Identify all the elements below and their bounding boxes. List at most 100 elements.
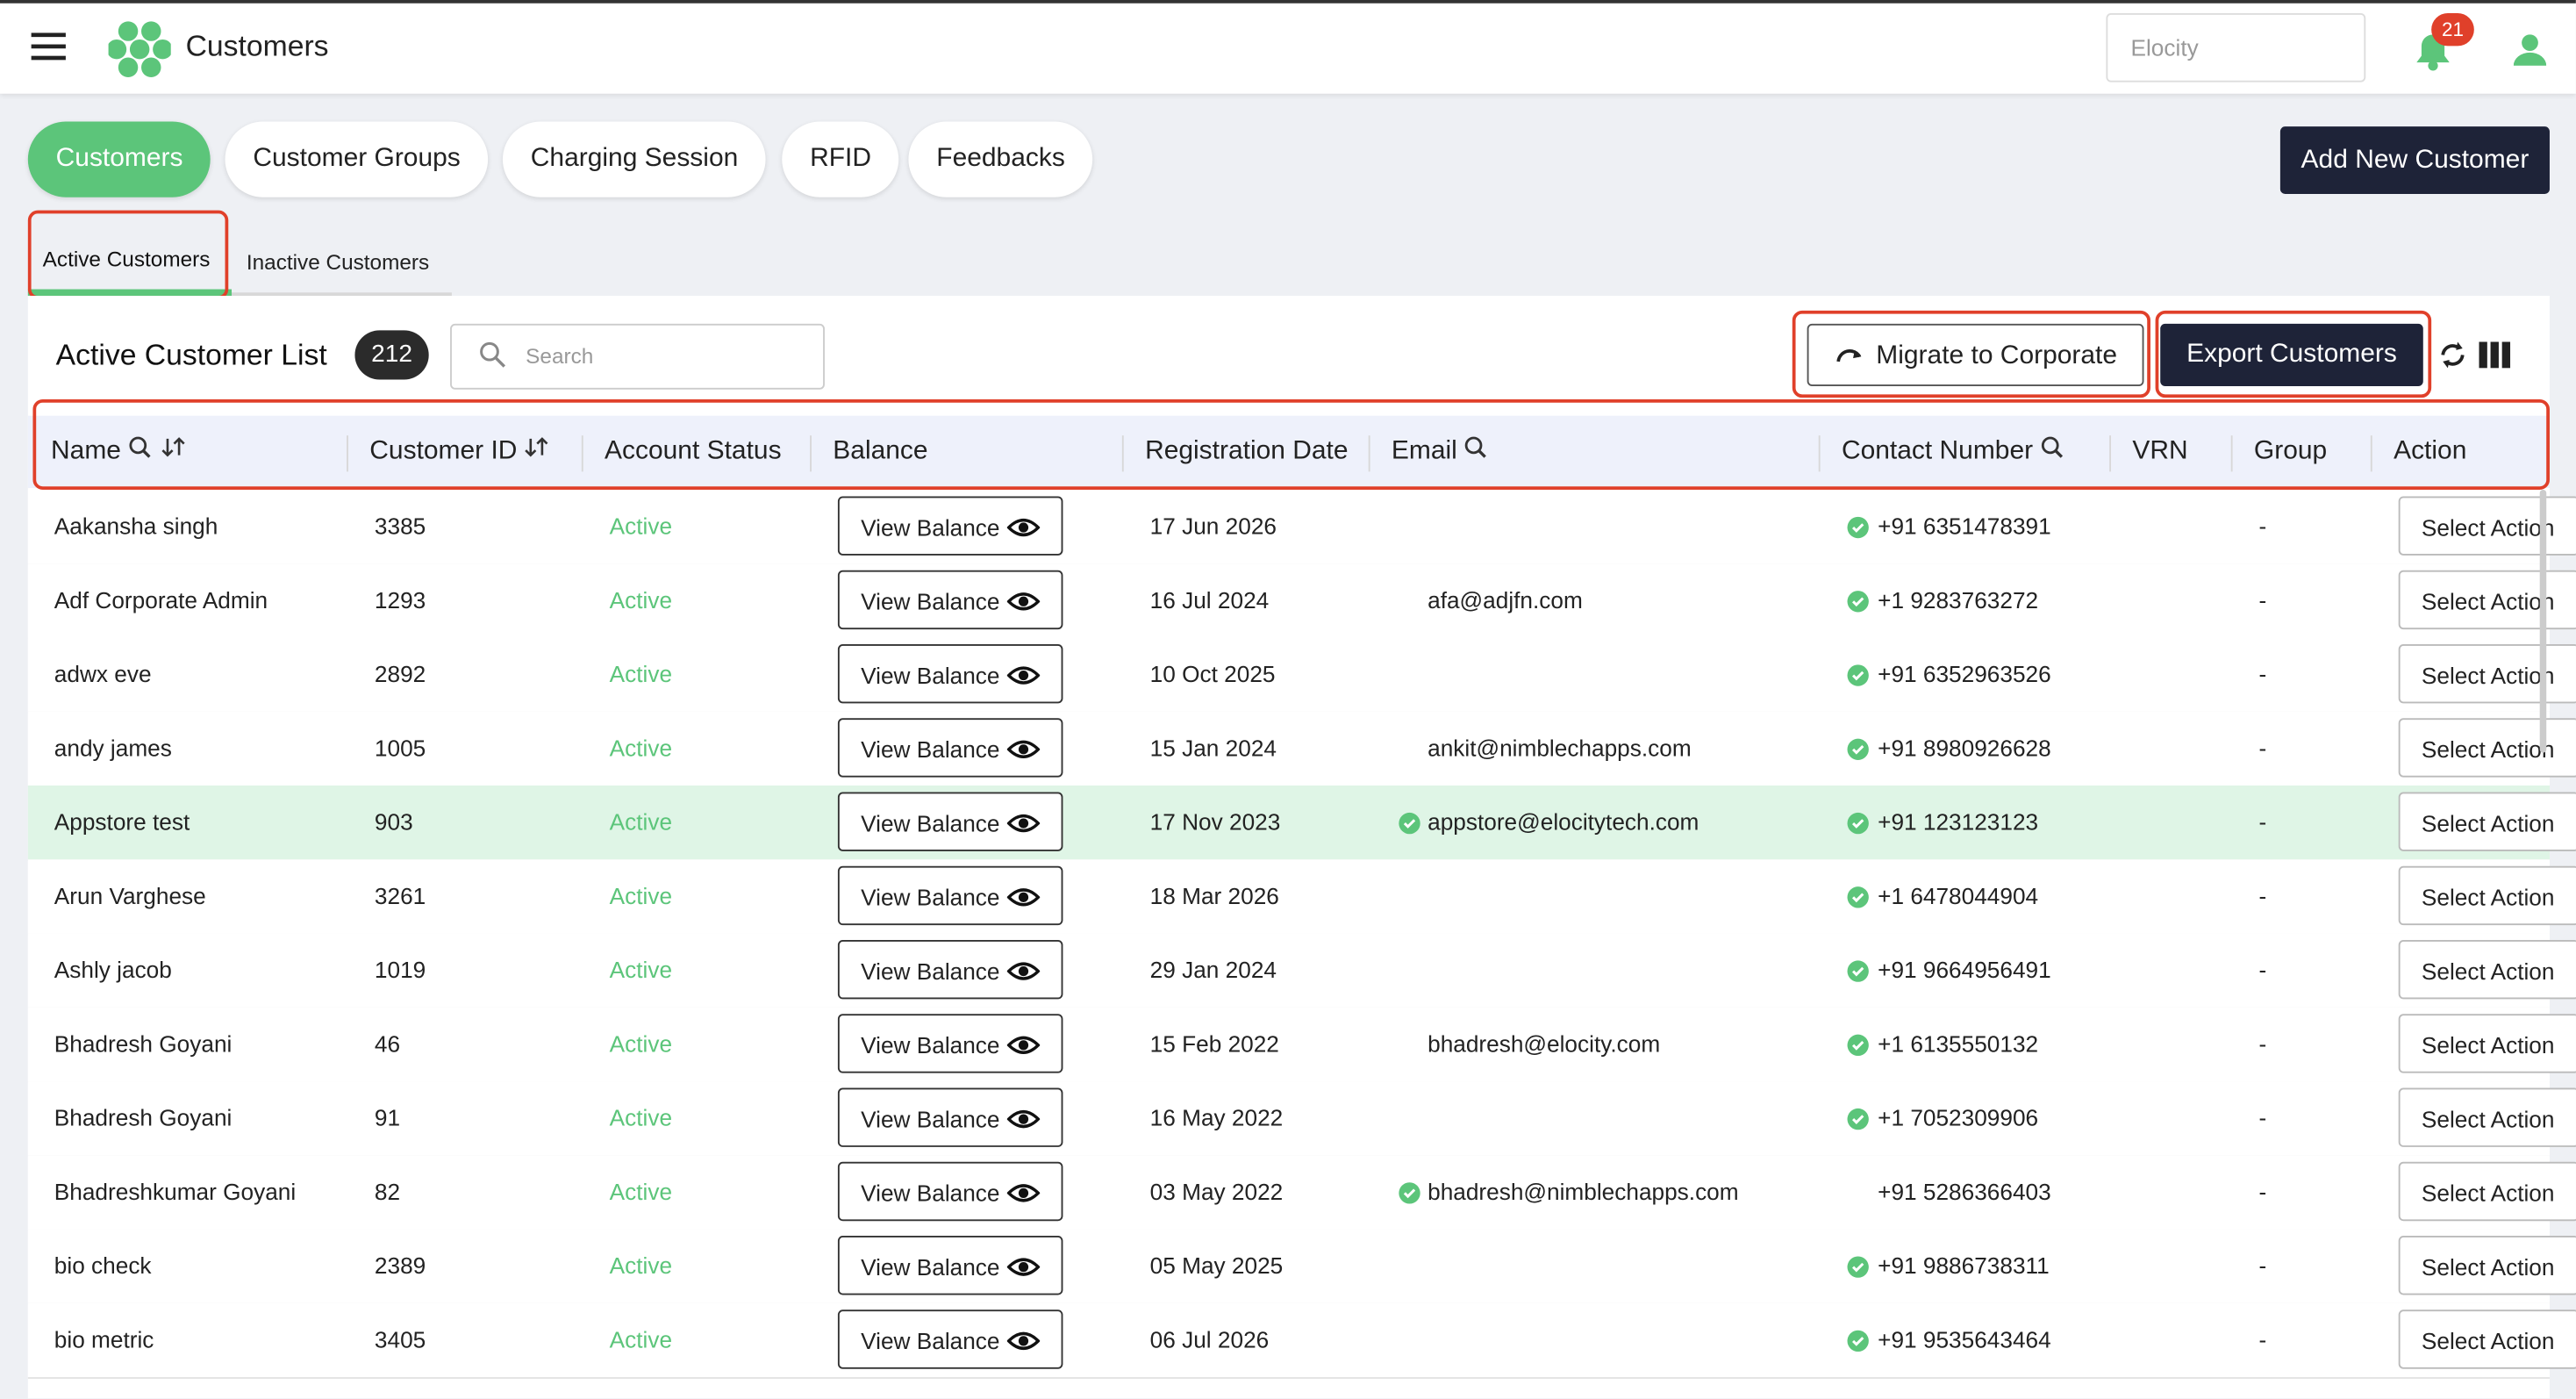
view-balance-button[interactable]: View Balance (837, 1161, 1063, 1222)
select-action-button[interactable]: Select Action (2398, 865, 2576, 926)
customer-name[interactable]: bio metric (54, 1326, 154, 1352)
column-label: Balance (833, 437, 928, 465)
account-status: Active (609, 734, 673, 761)
view-balance-button[interactable]: View Balance (837, 865, 1063, 926)
group: - (2258, 586, 2267, 613)
select-action-button[interactable]: Select Action (2398, 940, 2576, 1000)
select-action-button[interactable]: Select Action (2398, 496, 2576, 556)
registration-date: 10 Oct 2025 (1149, 660, 1276, 687)
view-balance-button[interactable]: View Balance (837, 940, 1063, 1000)
registration-date: 06 Jul 2026 (1149, 1326, 1270, 1352)
customer-name[interactable]: Adf Corporate Admin (54, 586, 268, 613)
customer-name[interactable]: andy james (54, 734, 172, 761)
button-label: View Balance (861, 810, 1000, 837)
filter-icon[interactable] (2040, 435, 2066, 458)
select-action-button[interactable]: Select Action (2398, 792, 2576, 851)
verified-icon (1847, 1330, 1869, 1352)
column-separator (347, 435, 348, 472)
tab[interactable]: RFID (782, 121, 899, 197)
verified-icon (1847, 812, 1869, 835)
customer-name[interactable]: Appstore test (54, 808, 190, 836)
view-balance-button[interactable]: View Balance (837, 1087, 1063, 1147)
subtab[interactable]: Active Customers (42, 246, 211, 271)
scrollbar (2539, 489, 2547, 753)
contact-number: +91 9886738311 (1878, 1252, 2050, 1279)
registration-date: 05 May 2025 (1149, 1252, 1284, 1279)
customer-name[interactable]: Bhadreshkumar Goyani (54, 1178, 297, 1205)
tab[interactable]: Charging Session (502, 121, 767, 197)
view-balance-button[interactable]: View Balance (837, 570, 1063, 630)
contact-number: +91 9535643464 (1878, 1326, 2051, 1352)
registration-date: 17 Jun 2026 (1149, 513, 1277, 540)
org-search[interactable]: Elocity (2106, 12, 2366, 83)
sort-icon[interactable] (161, 435, 187, 458)
customer-name[interactable]: Arun Varghese (54, 882, 206, 909)
user-icon[interactable] (2513, 32, 2547, 66)
view-balance-button[interactable]: View Balance (837, 792, 1063, 851)
customer-name[interactable]: Ashly jacob (54, 956, 172, 983)
account-status: Active (609, 1178, 673, 1205)
view-balance-button[interactable]: View Balance (837, 1236, 1063, 1295)
customer-id: 46 (374, 1030, 401, 1057)
select-action-button[interactable]: Select Action (2398, 718, 2576, 778)
top-bar: Customers Elocity 21 (0, 0, 2576, 94)
select-action-button[interactable]: Select Action (2398, 1014, 2576, 1073)
filter-icon[interactable] (1463, 435, 1490, 458)
button-label: View Balance (861, 514, 1000, 542)
customer-name[interactable]: Aakansha singh (54, 513, 218, 540)
column-header: Group (2254, 416, 2327, 488)
filter-icon[interactable] (127, 435, 154, 458)
select-action-button[interactable]: Select Action (2398, 1161, 2576, 1222)
view-balance-button[interactable]: View Balance (837, 1014, 1063, 1073)
column-label: Contact Number (1841, 437, 2034, 465)
sort-icon[interactable] (524, 435, 550, 458)
notification-badge: 21 (2431, 12, 2474, 47)
add-customer-button[interactable]: Add New Customer (2279, 126, 2550, 194)
registration-date: 15 Feb 2022 (1149, 1030, 1279, 1057)
column-header: VRN (2132, 416, 2187, 488)
refresh-icon[interactable] (2436, 337, 2469, 373)
account-status: Active (609, 513, 673, 540)
select-action-button[interactable]: Select Action (2398, 1309, 2576, 1369)
email: appstore@elocitytech.com (1428, 808, 1699, 836)
view-balance-button[interactable]: View Balance (837, 718, 1063, 778)
eye-icon (1006, 1258, 1041, 1276)
search-icon (480, 341, 506, 368)
group: - (2258, 1178, 2267, 1205)
account-status: Active (609, 660, 673, 687)
customer-name[interactable]: adwx eve (54, 660, 152, 687)
select-action-button[interactable]: Select Action (2398, 1236, 2576, 1295)
table-row: bio metric 3405 Active View Balance 06 Jul 2… (27, 1302, 2576, 1379)
view-balance-button[interactable]: View Balance (837, 643, 1063, 704)
column-separator (1818, 435, 1821, 472)
tab[interactable]: Customer Groups (225, 121, 489, 197)
verified-icon (1847, 664, 1869, 686)
view-balance-button[interactable]: View Balance (837, 1309, 1063, 1369)
button-label: View Balance (861, 735, 1000, 763)
customer-name[interactable]: bio check (54, 1252, 152, 1279)
search-box[interactable]: Search (450, 323, 825, 390)
group: - (2258, 1252, 2267, 1279)
account-status: Active (609, 1104, 673, 1131)
highlight-box (1792, 310, 2150, 398)
view-balance-button[interactable]: View Balance (837, 496, 1063, 556)
customer-id: 3405 (374, 1326, 426, 1352)
table-row: andy james 1005 Active View Balance 15 Jan 2… (27, 711, 2576, 787)
select-action-button[interactable]: Select Action (2398, 643, 2576, 704)
menu-icon[interactable] (31, 32, 68, 61)
tab[interactable]: Feedbacks (908, 121, 1093, 197)
eye-icon (1006, 962, 1041, 980)
columns-icon[interactable] (2479, 341, 2511, 369)
select-action-button[interactable]: Select Action (2398, 1087, 2576, 1147)
customer-name[interactable]: Bhadresh Goyani (54, 1104, 233, 1131)
migrate-button[interactable]: Migrate to Corporate (1807, 323, 2144, 387)
subtab[interactable]: Inactive Customers (246, 249, 430, 275)
export-button[interactable]: Export Customers (2160, 323, 2423, 387)
button-label: Select Action (2421, 1106, 2555, 1133)
customer-id: 3261 (374, 882, 426, 909)
button-label: View Balance (861, 1106, 1000, 1133)
customer-name[interactable]: Bhadresh Goyani (54, 1030, 233, 1057)
tab[interactable]: Customers (27, 121, 211, 197)
column-separator (2109, 435, 2112, 472)
select-action-button[interactable]: Select Action (2398, 570, 2576, 630)
